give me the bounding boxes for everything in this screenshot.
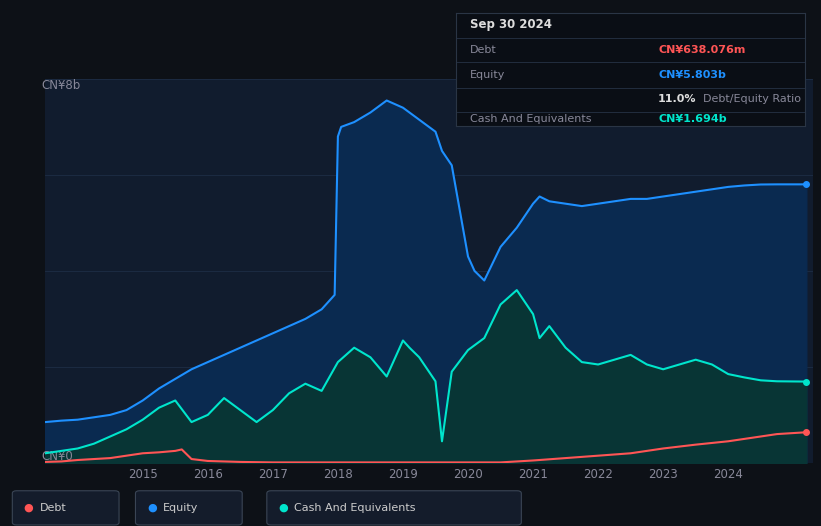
Text: Equity: Equity — [163, 503, 198, 513]
Text: CN¥5.803b: CN¥5.803b — [658, 70, 726, 80]
Text: Equity: Equity — [470, 70, 505, 80]
Text: Sep 30 2024: Sep 30 2024 — [470, 18, 552, 31]
Text: Cash And Equivalents: Cash And Equivalents — [470, 115, 591, 125]
Text: Cash And Equivalents: Cash And Equivalents — [294, 503, 415, 513]
Text: ●: ● — [278, 503, 288, 513]
Text: Debt: Debt — [39, 503, 67, 513]
Text: ●: ● — [24, 503, 34, 513]
Text: CN¥1.694b: CN¥1.694b — [658, 115, 727, 125]
Text: CN¥8b: CN¥8b — [41, 79, 80, 92]
Text: CN¥0: CN¥0 — [41, 450, 73, 463]
Text: Debt/Equity Ratio: Debt/Equity Ratio — [704, 94, 801, 104]
Text: ●: ● — [147, 503, 157, 513]
Text: Debt: Debt — [470, 45, 497, 55]
Text: CN¥638.076m: CN¥638.076m — [658, 45, 745, 55]
Text: 11.0%: 11.0% — [658, 94, 696, 104]
